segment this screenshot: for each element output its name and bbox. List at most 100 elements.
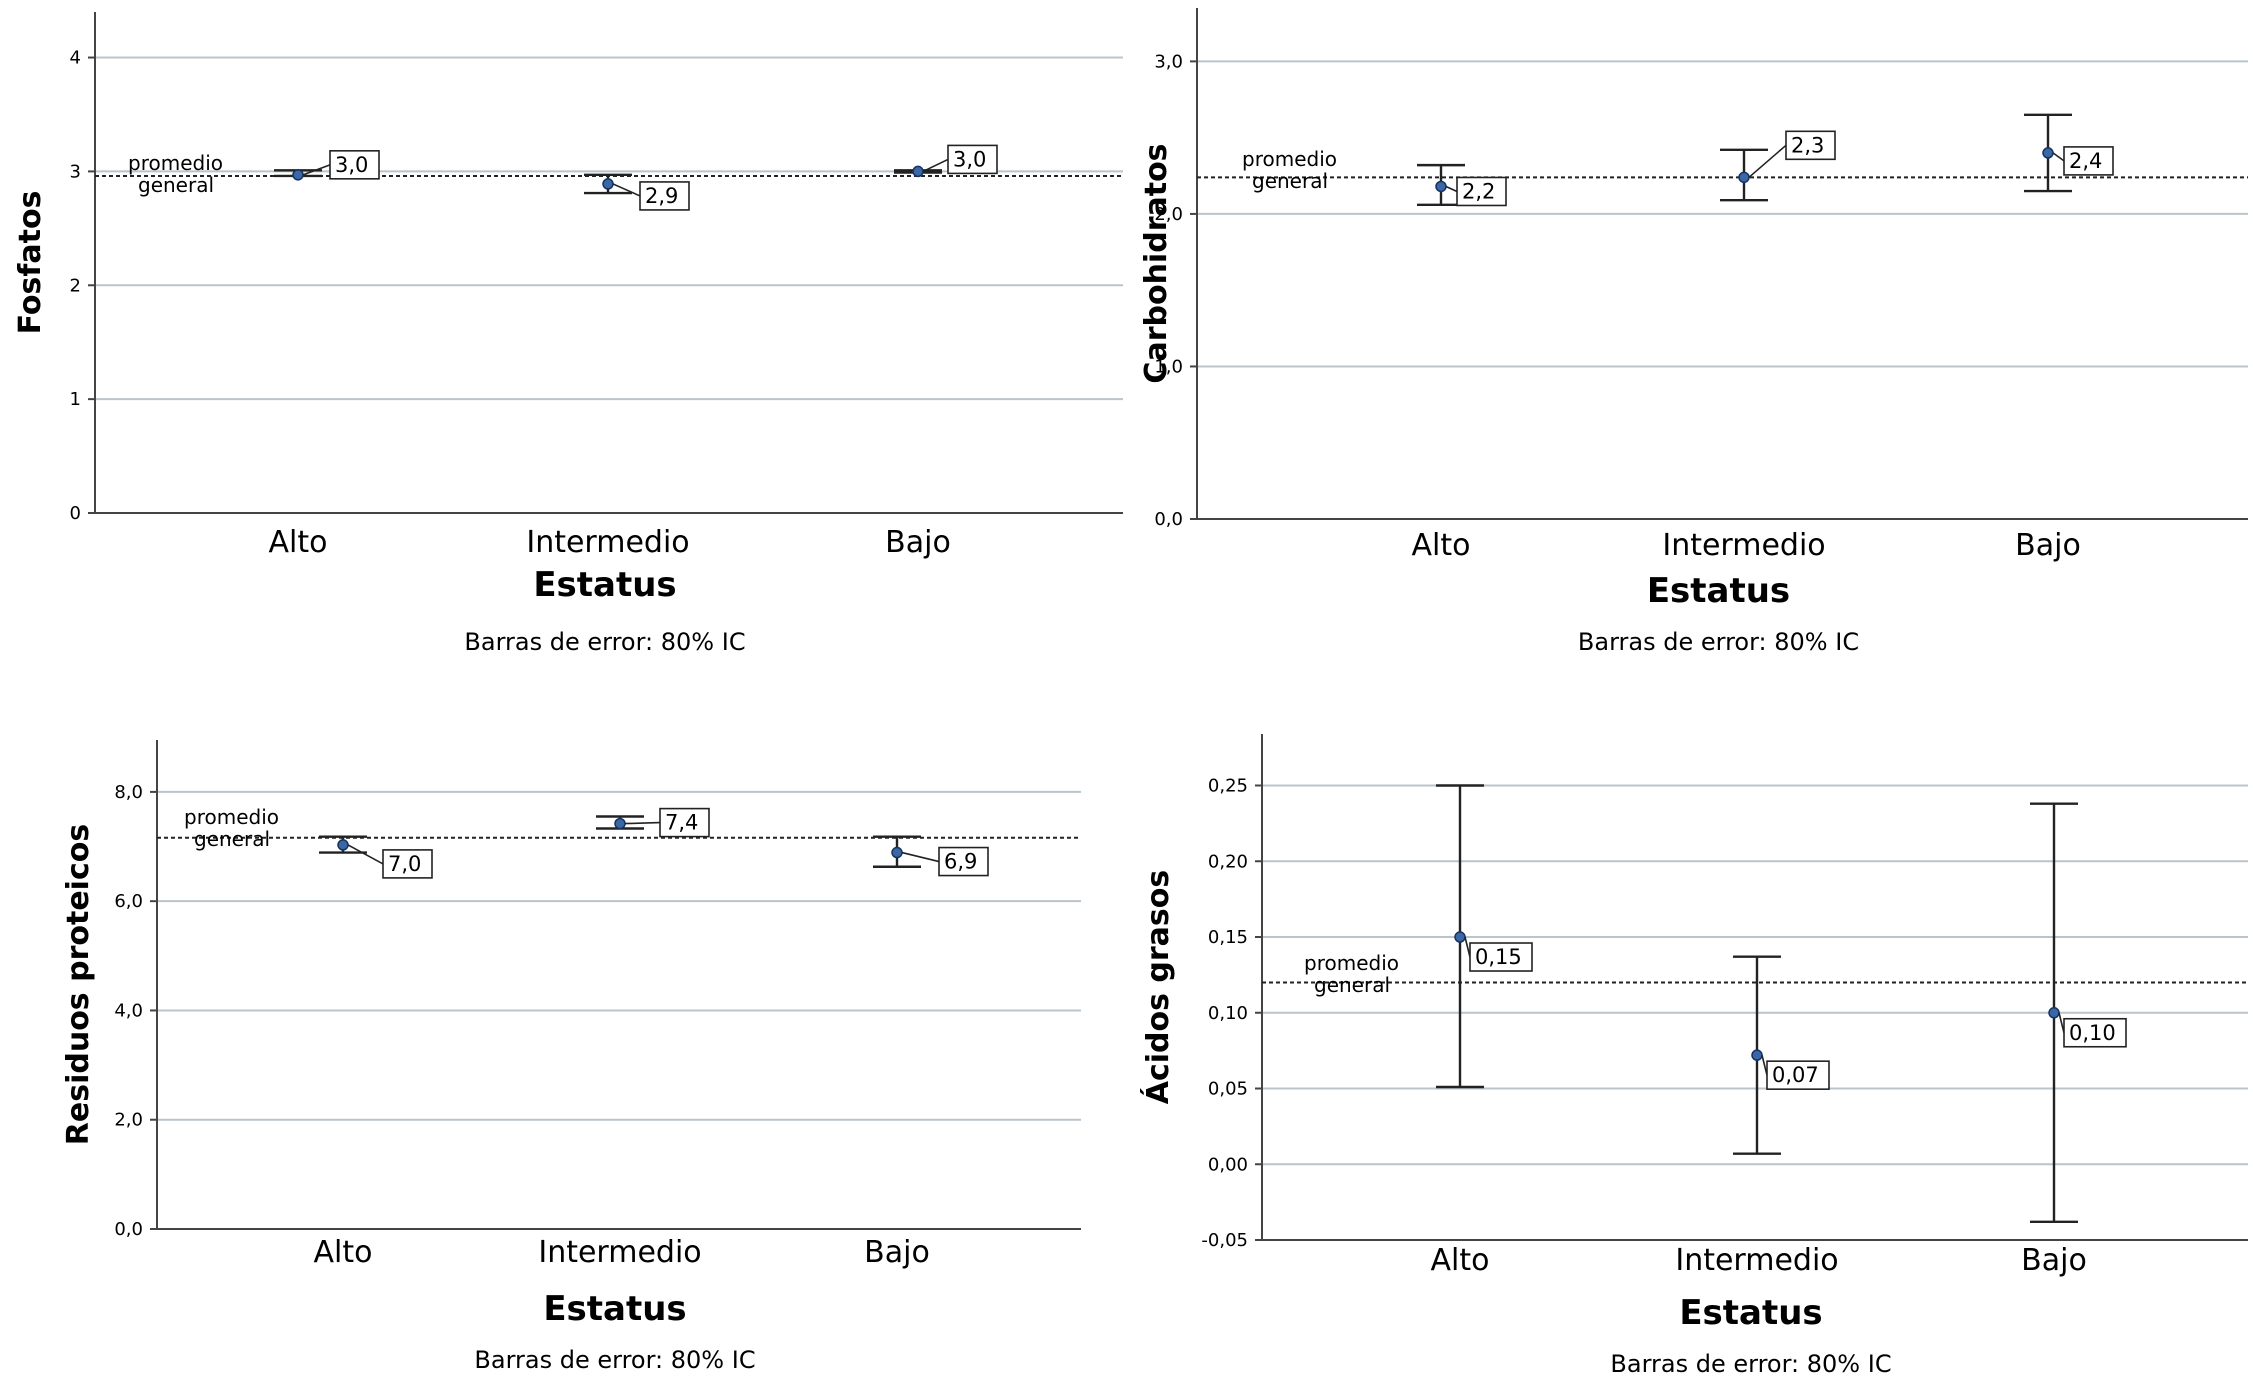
y-tick-label: 3,0 (1154, 51, 1183, 72)
x-axis-title: Estatus (533, 565, 676, 605)
y-tick-label: 0,00 (1208, 1154, 1248, 1175)
value-label-box (947, 144, 998, 175)
mean-marker (2042, 147, 2054, 159)
value-label: 6,9 (944, 850, 977, 874)
value-label-leader (2058, 1012, 2065, 1033)
x-category-label: Intermedio (1675, 1243, 1838, 1278)
y-tick-label: 0,15 (1208, 927, 1248, 948)
y-tick-label: 4 (70, 48, 81, 69)
x-category-label: Alto (1412, 528, 1471, 563)
mean-marker (2048, 1007, 2060, 1019)
mean-marker (337, 839, 349, 851)
value-label: 0,15 (1475, 945, 1522, 969)
mean-marker (912, 165, 924, 178)
y-tick-label: 1 (70, 389, 81, 410)
value-label: 0,10 (2069, 1021, 2116, 1045)
y-tick-label: 2,0 (1154, 204, 1183, 225)
grand-mean-label: general (1252, 169, 1328, 193)
value-label-box (382, 849, 433, 879)
value-label: 7,0 (388, 852, 421, 876)
mean-marker (602, 178, 614, 190)
value-label: 2,2 (1462, 179, 1495, 203)
error-bar-footnote: Barras de error: 80% IC (1578, 628, 1859, 656)
value-label-leader (2052, 152, 2065, 162)
y-tick-label: 1,0 (1154, 356, 1183, 377)
value-label: 2,9 (645, 184, 678, 208)
value-label-box (1456, 176, 1507, 207)
x-category-label: Bajo (885, 525, 951, 560)
mean-marker (1435, 180, 1447, 193)
mean-marker (614, 817, 626, 830)
x-category-label: Intermedio (526, 525, 689, 560)
value-label-box (639, 181, 690, 211)
mean-marker (1751, 1049, 1763, 1061)
y-tick-label: 3 (70, 161, 81, 182)
x-category-label: Alto (1431, 1243, 1490, 1278)
x-category-label: Bajo (2015, 528, 2081, 563)
x-category-label: Bajo (864, 1235, 930, 1270)
value-label-leader (612, 183, 641, 197)
value-label-box (1469, 942, 1533, 972)
x-axis-title: Estatus (1679, 1293, 1822, 1333)
value-label-box (329, 150, 380, 180)
x-axis-title: Estatus (1647, 571, 1790, 611)
mean-marker (891, 846, 903, 859)
value-label-leader (1761, 1054, 1768, 1076)
y-tick-label: 0,25 (1208, 776, 1248, 797)
y-axis-title: Ácidos grasos (1140, 870, 1176, 1105)
y-tick-label: 0,05 (1208, 1079, 1248, 1100)
value-label: 2,3 (1791, 133, 1824, 157)
y-tick-label: 2,0 (114, 1110, 143, 1131)
grand-mean-label: general (1314, 973, 1390, 997)
value-label: 0,07 (1772, 1063, 1819, 1087)
y-tick-label: 0,10 (1208, 1003, 1248, 1024)
y-axis-title: Carbohidratos (1139, 143, 1174, 383)
y-tick-label: 0,20 (1208, 851, 1248, 872)
grand-mean-label: general (194, 827, 270, 851)
value-label: 2,4 (2069, 149, 2102, 173)
error-bar-footnote: Barras de error: 80% IC (474, 1346, 755, 1374)
value-label-box (2063, 146, 2114, 176)
value-label-leader (1464, 936, 1471, 958)
grand-mean-label: general (138, 173, 214, 197)
value-label: 7,4 (665, 811, 698, 835)
error-bar-footnote: Barras de error: 80% IC (464, 628, 745, 656)
x-axis-title: Estatus (543, 1289, 686, 1329)
y-tick-label: 0 (70, 503, 81, 524)
x-category-label: Alto (314, 1235, 373, 1270)
value-label: 3,0 (953, 147, 986, 171)
y-tick-label: 2 (70, 275, 81, 296)
value-label-leader (1445, 185, 1458, 193)
grand-mean-label: promedio (184, 805, 279, 829)
value-label-box (1766, 1060, 1830, 1090)
y-tick-label: -0,05 (1201, 1230, 1248, 1251)
value-label-leader (922, 158, 949, 173)
x-category-label: Bajo (2021, 1243, 2087, 1278)
y-axis-title: Fosfatos (13, 191, 48, 335)
y-tick-label: 6,0 (114, 891, 143, 912)
value-label-box (1785, 130, 1836, 161)
value-label-box (2063, 1017, 2127, 1048)
x-category-label: Intermedio (1662, 528, 1825, 563)
value-label-leader (1748, 144, 1787, 178)
chart-panel-4: -0,05 0,00 0,05 0,10 0,15 0,20 0,25 promediogen… (1140, 734, 2248, 1378)
mean-marker (1738, 171, 1750, 184)
value-label-leader (347, 844, 384, 865)
error-bar-footnote: Barras de error: 80% IC (1610, 1350, 1891, 1378)
value-label-box (659, 807, 710, 838)
grand-mean-label: promedio (1242, 147, 1337, 171)
value-label-leader (302, 164, 331, 176)
y-tick-label: 0,0 (1154, 509, 1183, 530)
y-axis-title: Residuos proteicos (61, 824, 96, 1145)
value-label-box (938, 846, 989, 877)
mean-marker (292, 169, 304, 181)
grand-mean-label: promedio (128, 151, 223, 175)
x-category-label: Intermedio (538, 1235, 701, 1270)
y-tick-label: 8,0 (114, 782, 143, 803)
value-label-leader (901, 851, 940, 863)
value-label-leader (624, 821, 661, 825)
